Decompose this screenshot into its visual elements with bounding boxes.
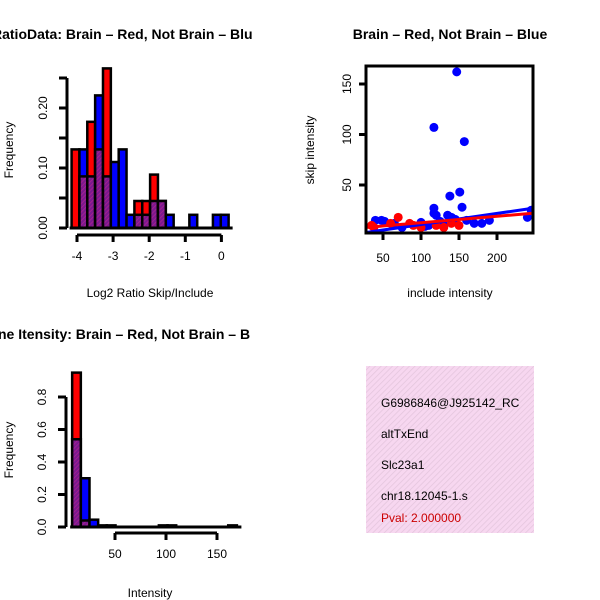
- point-not-brain: [457, 202, 467, 212]
- point-not-brain: [455, 187, 465, 197]
- y-tick-label: 100: [340, 124, 354, 144]
- point-brain: [439, 222, 449, 232]
- pval: Pval: 2.000000: [381, 511, 461, 525]
- x-tick-label: -2: [144, 249, 155, 263]
- point-not-brain: [452, 67, 462, 77]
- ratio-histogram-xlabel: Log2 Ratio Skip/Include: [87, 286, 214, 300]
- intensity-histogram-title: ne Itensity: Brain – Red, Not Brain – B: [0, 326, 250, 342]
- intensity-histogram-ylabel: Frequency: [2, 422, 16, 479]
- y-tick-label: 0.0: [35, 518, 49, 535]
- fit-line-brain: [366, 211, 533, 229]
- y-tick-label: 0.2: [35, 486, 49, 503]
- scatter-ylabel: skip intensity: [303, 116, 317, 185]
- y-tick-label: 150: [340, 74, 354, 94]
- y-tick-label: 0.6: [35, 421, 49, 438]
- bar-not-brain: [164, 213, 175, 230]
- point-brain: [454, 220, 464, 230]
- info-background: [366, 366, 534, 533]
- y-tick-label: 50: [340, 178, 354, 192]
- x-tick-label: 100: [156, 547, 176, 561]
- x-tick-label: 50: [376, 251, 390, 265]
- y-tick-label: 0.8: [35, 388, 49, 405]
- x-tick-label: 150: [207, 547, 227, 561]
- point-not-brain: [445, 191, 455, 201]
- point-not-brain: [459, 137, 469, 147]
- x-tick-label: 50: [108, 547, 122, 561]
- x-tick-label: 200: [487, 251, 507, 265]
- x-tick-label: -1: [180, 249, 191, 263]
- event-type: altTxEnd: [381, 427, 428, 441]
- y-tick-label: 0.10: [36, 156, 50, 180]
- plot-frame: [364, 64, 535, 235]
- intensity-histogram-xlabel: Intensity: [128, 586, 173, 600]
- scatter-title: Brain – Red, Not Brain – Blue: [353, 26, 548, 42]
- ratio-histogram-ylabel: Frequency: [2, 122, 16, 179]
- bar-not-brain: [188, 213, 199, 230]
- point-not-brain: [477, 218, 487, 228]
- x-tick-label: -4: [72, 249, 83, 263]
- info-panel: G6986846@J925142_RC altTxEnd Slc23a1 chr…: [366, 366, 534, 533]
- x-tick-label: 0: [218, 249, 225, 263]
- event-id: G6986846@J925142_RC: [381, 396, 520, 410]
- gene-name: Slc23a1: [381, 458, 425, 472]
- ratio-histogram-panel: RatioData: Brain – Red, Not Brain – Blu …: [0, 26, 253, 300]
- y-tick-label: 0.00: [36, 216, 50, 240]
- point-brain: [393, 212, 403, 222]
- intensity-histogram-panel: ne Itensity: Brain – Red, Not Brain – B …: [0, 326, 250, 600]
- bar-overlap: [70, 438, 83, 529]
- x-tick-label: 100: [411, 251, 431, 265]
- bar-not-brain: [219, 213, 230, 230]
- scatter-xlabel: include intensity: [407, 286, 492, 300]
- y-tick-label: 0.20: [36, 96, 50, 120]
- point-not-brain: [469, 218, 479, 228]
- ratio-histogram-title: RatioData: Brain – Red, Not Brain – Blu: [0, 26, 253, 42]
- intensity-scatter-panel: Brain – Red, Not Brain – Blue 50 100 150 20…: [303, 26, 547, 300]
- point-not-brain: [429, 122, 439, 132]
- y-tick-label: 0.4: [35, 453, 49, 470]
- x-tick-label: -3: [108, 249, 119, 263]
- plot-area: [366, 67, 533, 233]
- locus: chr18.12045-1.s: [381, 489, 468, 503]
- x-tick-label: 150: [449, 251, 469, 265]
